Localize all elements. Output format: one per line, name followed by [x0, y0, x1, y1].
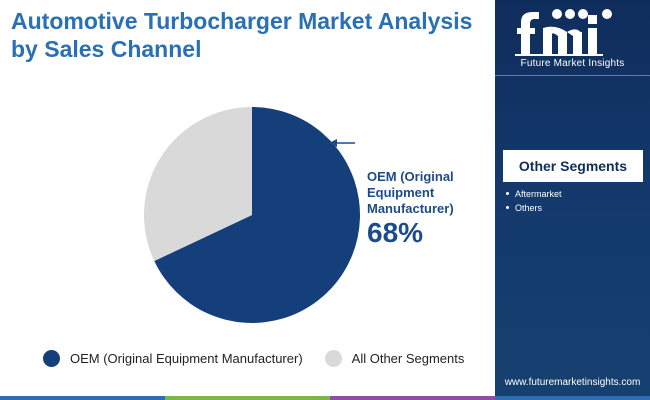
strip-segment	[495, 396, 650, 400]
legend-swatch-other	[324, 349, 342, 367]
other-segments-heading: Other Segments	[503, 150, 643, 182]
logo-text: Future Market Insights	[520, 58, 625, 69]
chart-legend: OEM (Original Equipment Manufacturer) Al…	[43, 347, 464, 369]
other-segments-list: Aftermarket Others	[505, 187, 645, 215]
strip-segment	[330, 396, 495, 400]
strip-segment	[0, 396, 165, 400]
segment-item-aftermarket: Aftermarket	[505, 187, 645, 201]
pie-slice-oem	[154, 107, 360, 323]
callout-label: OEM (Original Equipment Manufacturer)	[367, 169, 454, 216]
chart-area: OEM (Original Equipment Manufacturer) 68…	[0, 75, 495, 395]
sidebar-divider	[495, 75, 650, 76]
strip-segment	[165, 396, 330, 400]
website-url: www.futuremarketinsights.com	[504, 377, 641, 388]
legend-item-other: All Other Segments	[324, 349, 465, 367]
fmi-logo-mark	[515, 9, 612, 56]
fmi-logo: Future Market Insights	[495, 0, 650, 75]
bottom-color-strip	[0, 396, 650, 400]
segment-item-others: Others	[505, 201, 645, 215]
sidebar: Future Market Insights Other Segments Af…	[495, 0, 650, 396]
legend-label-oem: OEM (Original Equipment Manufacturer)	[70, 350, 303, 366]
legend-label-other: All Other Segments	[351, 350, 465, 366]
page-title: Automotive Turbocharger Market Analysis …	[11, 8, 473, 62]
legend-item-oem: OEM (Original Equipment Manufacturer)	[43, 349, 303, 367]
pie-slices	[143, 107, 360, 323]
callout-arrow	[329, 139, 355, 147]
callout-value: 68%	[367, 217, 424, 248]
pie-chart	[143, 107, 360, 323]
legend-swatch-oem	[43, 349, 60, 367]
pie-slice-other	[143, 107, 252, 261]
